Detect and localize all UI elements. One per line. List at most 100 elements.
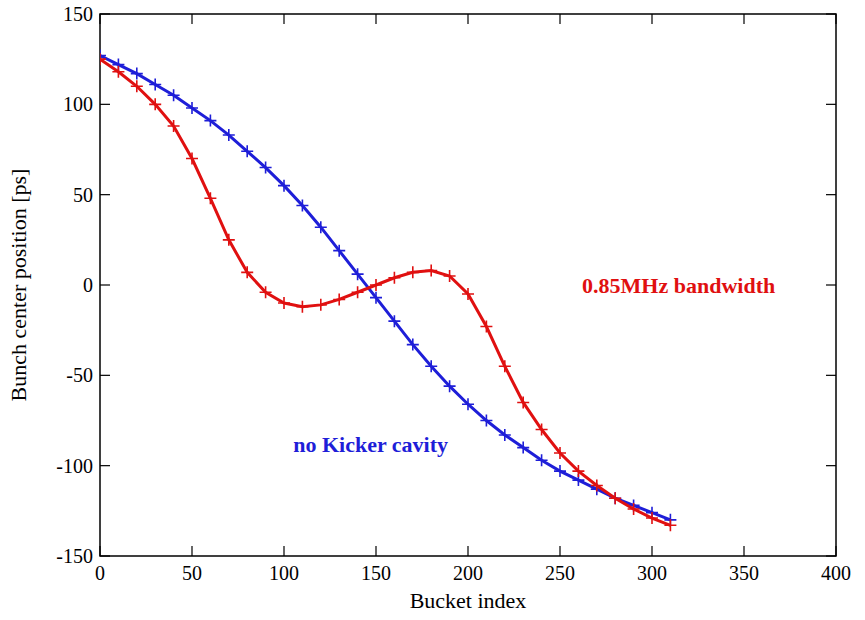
annotation: no Kicker cavity (293, 432, 448, 457)
y-tick-right (826, 194, 836, 195)
x-tick-top (559, 14, 560, 24)
x-tick (375, 546, 376, 556)
x-tick-top (835, 14, 836, 24)
series-marker (536, 454, 548, 466)
y-tick-label: -150 (56, 545, 93, 567)
series-marker (241, 266, 253, 278)
series-marker (480, 415, 492, 427)
x-tick-top (99, 14, 100, 24)
x-tick-label: 100 (269, 562, 299, 584)
x-tick-label: 350 (729, 562, 759, 584)
x-tick-label: 300 (637, 562, 667, 584)
series-marker (370, 279, 382, 291)
y-tick (100, 104, 110, 105)
series-marker (664, 519, 676, 531)
series-marker (278, 297, 290, 309)
series-marker (462, 398, 474, 410)
y-tick (100, 194, 110, 195)
x-tick-label: 200 (453, 562, 483, 584)
series-marker (628, 503, 640, 515)
series-marker (112, 66, 124, 78)
x-tick-top (283, 14, 284, 24)
series-marker (352, 286, 364, 298)
series-marker (333, 245, 345, 257)
series-marker (223, 129, 235, 141)
x-tick-top (375, 14, 376, 24)
series-marker (149, 98, 161, 110)
series-marker (444, 270, 456, 282)
x-tick-top (467, 14, 468, 24)
x-tick (467, 546, 468, 556)
series-marker (241, 145, 253, 157)
series-marker (462, 288, 474, 300)
annotation: 0.85MHz bandwidth (582, 273, 775, 298)
series-marker (315, 299, 327, 311)
y-tick-right (826, 555, 836, 556)
y-tick (100, 465, 110, 466)
series-marker (499, 360, 511, 372)
x-tick-top (651, 14, 652, 24)
x-tick-top (743, 14, 744, 24)
y-tick-label: 50 (73, 184, 93, 206)
series-marker (131, 80, 143, 92)
series-marker (536, 424, 548, 436)
plot-frame (100, 14, 836, 556)
y-tick-right (826, 284, 836, 285)
y-tick-label: 0 (83, 274, 93, 296)
series-marker (296, 200, 308, 212)
x-tick (651, 546, 652, 556)
x-tick-label: 250 (545, 562, 575, 584)
series-marker (333, 293, 345, 305)
x-tick (559, 546, 560, 556)
series-marker (296, 301, 308, 313)
series-marker (186, 102, 198, 114)
series-marker (260, 286, 272, 298)
y-tick (100, 555, 110, 556)
y-tick (100, 13, 110, 14)
x-tick (835, 546, 836, 556)
series-marker (388, 315, 400, 327)
y-tick-label: 100 (63, 93, 93, 115)
series-marker (204, 115, 216, 127)
series-marker (646, 512, 658, 524)
x-tick (99, 546, 100, 556)
y-tick-label: -50 (66, 364, 93, 386)
series-marker (204, 192, 216, 204)
x-tick (283, 546, 284, 556)
series-marker (223, 234, 235, 246)
series-marker (100, 53, 106, 65)
series-marker (444, 380, 456, 392)
series-marker (572, 465, 584, 477)
y-tick-label: -100 (56, 455, 93, 477)
series-marker (554, 447, 566, 459)
series-marker (388, 272, 400, 284)
series-marker (591, 480, 603, 492)
x-tick-top (191, 14, 192, 24)
chart: 050100150200250300350400-150-100-5005010… (0, 0, 865, 620)
series-marker (407, 266, 419, 278)
x-tick-label: 0 (95, 562, 105, 584)
series-marker (352, 268, 364, 280)
series-marker (499, 429, 511, 441)
series-marker (278, 180, 290, 192)
series-marker (315, 221, 327, 233)
series-marker (425, 265, 437, 277)
x-tick (191, 546, 192, 556)
y-axis-title: Bunch center position [ps] (6, 169, 31, 402)
series-marker (554, 465, 566, 477)
x-axis-title: Bucket index (410, 588, 527, 613)
series-marker (370, 292, 382, 304)
series-marker (260, 162, 272, 174)
y-tick-right (826, 375, 836, 376)
y-tick-right (826, 104, 836, 105)
series-marker (149, 78, 161, 90)
series-marker (168, 89, 180, 101)
y-tick-right (826, 465, 836, 466)
x-tick-label: 400 (821, 562, 851, 584)
series-marker (186, 153, 198, 165)
y-tick (100, 284, 110, 285)
series-marker (480, 321, 492, 333)
x-tick (743, 546, 744, 556)
series-marker (517, 396, 529, 408)
series-marker (609, 492, 621, 504)
